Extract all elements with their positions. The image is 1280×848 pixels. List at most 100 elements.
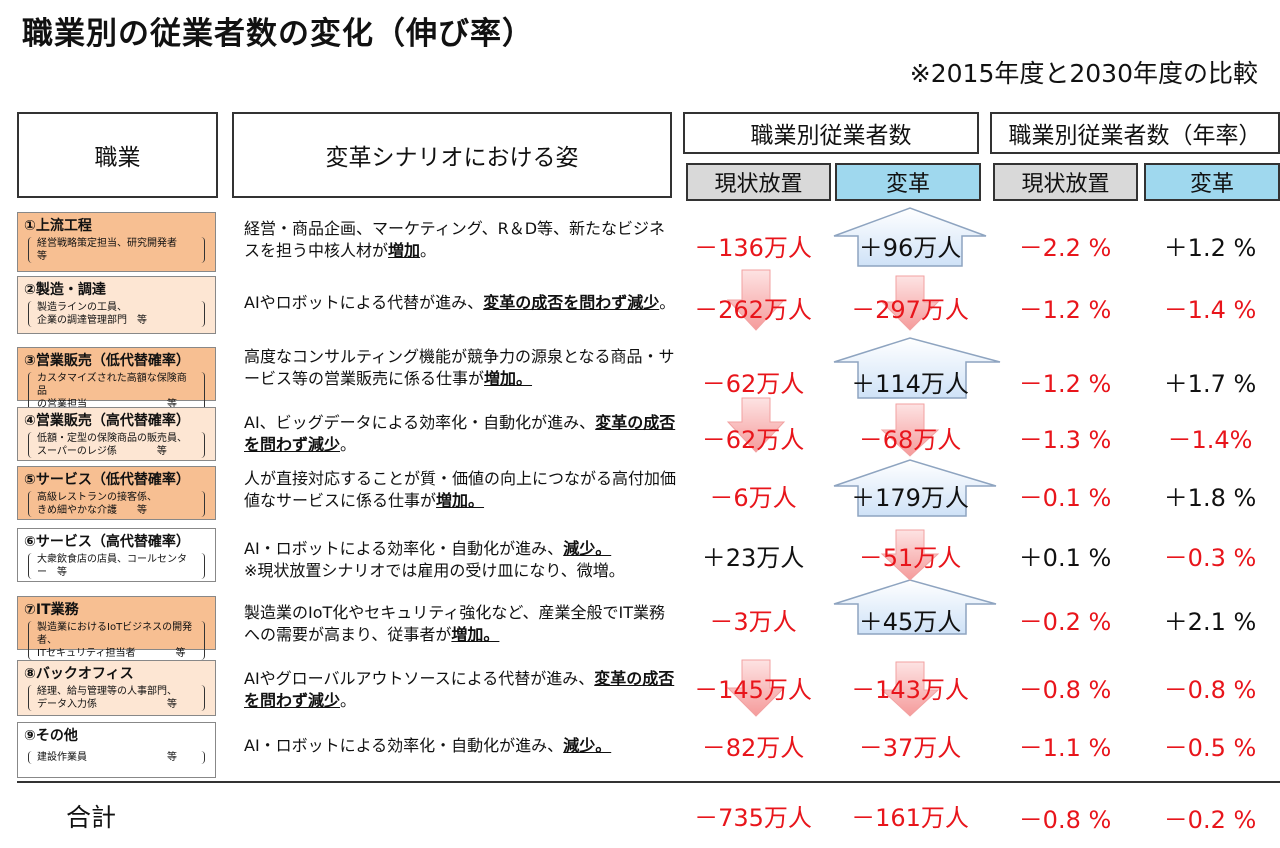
job-name: ⑧バックオフィス — [24, 666, 134, 682]
desc-tail: 。 — [340, 435, 357, 454]
job-label-service-low: ⑤サービス（低代替確率） 高級レストランの接客係、 きめ細やかな介護 等 — [17, 466, 216, 520]
scenario-desc: AIやグローバルアウトソースによる代替が進み、変革の成否を問わず減少。 — [244, 668, 676, 712]
status-quo-rate: ＋0.1 % — [1018, 544, 1112, 572]
reform-count: －68万人 — [858, 426, 962, 454]
reform-count: ＋114万人 — [851, 370, 969, 398]
desc-emphasis: 減少。 — [563, 736, 612, 755]
down-arrow-icon — [880, 661, 940, 717]
job-name: ⑥サービス（高代替確率） — [24, 534, 190, 550]
status-quo-count: －62万人 — [701, 370, 805, 398]
scenario-desc: 高度なコンサルティング機能が競争力の源泉となる商品・サービス等の営業販売に係る仕… — [244, 346, 676, 390]
job-name: ①上流工程 — [24, 218, 92, 234]
scenario-desc: AI、ビッグデータによる効率化・自動化が進み、変革の成否を問わず減少。 — [244, 412, 676, 456]
header-job: 職業 — [17, 112, 218, 198]
status-quo-count: －145万人 — [694, 676, 812, 704]
desc-text: AIやグローバルアウトソースによる代替が進み、 — [244, 669, 595, 688]
desc-text: AI・ロボットによる効率化・自動化が進み、 — [244, 539, 564, 558]
down-arrow-icon — [880, 403, 940, 457]
reform-rate: －0.3 % — [1163, 544, 1257, 572]
reform-rate: ＋2.1 % — [1163, 608, 1257, 636]
status-quo-rate: －1.2 % — [1018, 370, 1112, 398]
job-label-other: ⑨その他 建設作業員 等 — [17, 722, 216, 778]
scenario-desc: AI・ロボットによる効率化・自動化が進み、減少。 ※現状放置シナリオでは雇用の受… — [244, 538, 676, 582]
desc-text: 人が直接対応することが質・価値の向上につながる高付加価値なサービスに係る仕事が — [244, 469, 677, 510]
reform-count: －143万人 — [851, 676, 969, 704]
reform-rate: －1.4% — [1167, 426, 1253, 454]
job-label-back-office: ⑧バックオフィス 経理、給与管理等の人事部門、 データ入力係 等 — [17, 660, 216, 716]
desc-emphasis: 増加。 — [436, 491, 485, 510]
job-label-sales-high: ④営業販売（高代替確率） 低額・定型の保険商品の販売員、 スーパーのレジ係 等 — [17, 407, 216, 461]
job-examples: 建設作業員 等 — [28, 751, 205, 764]
comparison-note: ※2015年度と2030年度の比較 — [909, 59, 1258, 88]
status-quo-rate: －1.1 % — [1018, 734, 1112, 762]
status-quo-count: －62万人 — [701, 426, 805, 454]
job-name: ②製造・調達 — [24, 282, 106, 298]
desc-text: AI、ビッグデータによる効率化・自動化が進み、 — [244, 413, 596, 432]
job-examples: 大衆飲食店の店員、コールセンター 等 — [28, 553, 205, 579]
job-label-it: ⑦IT業務 製造業におけるIoTビジネスの開発者、 ITセキュリティ担当者 等 — [17, 596, 216, 660]
down-arrow-icon — [726, 659, 786, 717]
status-quo-count: －3万人 — [709, 608, 797, 636]
up-arrow-icon — [833, 459, 997, 517]
job-name: ⑤サービス（低代替確率） — [24, 472, 190, 488]
reform-rate: －1.4 % — [1163, 296, 1257, 324]
scenario-desc: 経営・商品企画、マーケティング、R＆D等、新たなビジネスを担う中核人材が増加。 — [244, 218, 676, 262]
job-name: ③営業販売（低代替確率） — [24, 353, 190, 369]
up-arrow-icon — [833, 207, 987, 267]
desc-tail: 。 — [659, 293, 676, 312]
status-quo-rate: －0.2 % — [1018, 608, 1112, 636]
scenario-desc: 製造業のIoT化やセキュリティ強化など、産業全般でIT業務への需要が高まり、従事… — [244, 602, 676, 646]
status-quo-rate: －0.8 % — [1018, 676, 1112, 704]
reform-count: ＋96万人 — [858, 234, 962, 262]
total-status-quo-count: －735万人 — [694, 804, 812, 832]
down-arrow-icon — [726, 269, 786, 331]
desc-text: AI・ロボットによる効率化・自動化が進み、 — [244, 736, 564, 755]
reform-count: －297万人 — [851, 296, 969, 324]
desc-text: 高度なコンサルティング機能が競争力の源泉となる商品・サービス等の営業販売に係る仕… — [244, 347, 675, 388]
desc-emphasis: 減少。 — [563, 539, 612, 558]
down-arrow-icon — [726, 397, 786, 453]
subheader-reform-rate: 変革 — [1144, 163, 1280, 201]
down-arrow-icon — [880, 529, 940, 581]
job-name: ⑦IT業務 — [24, 602, 79, 618]
job-label-manufacturing: ②製造・調達 製造ラインの工員、 企業の調達管理部門 等 — [17, 276, 216, 334]
job-examples: 高級レストランの接客係、 きめ細やかな介護 等 — [28, 491, 205, 517]
job-label-service-high: ⑥サービス（高代替確率） 大衆飲食店の店員、コールセンター 等 — [17, 528, 216, 582]
total-divider — [17, 781, 1280, 783]
status-quo-rate: －2.2 % — [1018, 234, 1112, 262]
subheader-status-quo-count: 現状放置 — [686, 163, 831, 201]
job-examples: 低額・定型の保険商品の販売員、 スーパーのレジ係 等 — [28, 432, 205, 458]
status-quo-rate: －1.3 % — [1018, 426, 1112, 454]
reform-count: ＋179万人 — [851, 484, 969, 512]
desc-text: AIやロボットによる代替が進み、 — [244, 293, 484, 312]
reform-rate: ＋1.7 % — [1163, 370, 1257, 398]
reform-rate: －0.5 % — [1163, 734, 1257, 762]
job-examples: 経理、給与管理等の人事部門、 データ入力係 等 — [28, 685, 205, 711]
total-status-quo-rate: －0.8 % — [1018, 806, 1112, 834]
status-quo-count: －262万人 — [694, 296, 812, 324]
reform-count: －51万人 — [858, 544, 962, 572]
page-title: 職業別の従業者数の変化（伸び率） — [22, 16, 534, 52]
desc-emphasis: 変革の成否を問わず減少 — [244, 669, 675, 710]
status-quo-rate: －0.1 % — [1018, 484, 1112, 512]
reform-count: －37万人 — [858, 734, 962, 762]
down-arrow-icon — [880, 275, 940, 331]
desc-emphasis: 増加。 — [484, 369, 533, 388]
job-examples: カスタマイズされた高額な保険商品 の営業担当 等 — [28, 372, 205, 411]
desc-tail: 。 — [420, 241, 437, 260]
status-quo-count: －136万人 — [694, 234, 812, 262]
desc-emphasis: 変革の成否を問わず減少 — [244, 413, 676, 454]
job-label-upstream: ①上流工程 経営戦略策定担当、研究開発者 等 — [17, 212, 216, 272]
scenario-desc: 人が直接対応することが質・価値の向上につながる高付加価値なサービスに係る仕事が増… — [244, 468, 676, 512]
desc-text: 製造業のIoT化やセキュリティ強化など、産業全般でIT業務への需要が高まり、従事… — [244, 603, 666, 644]
desc-emphasis: 増加 — [388, 241, 421, 260]
up-arrow-icon — [833, 579, 997, 635]
status-quo-rate: －1.2 % — [1018, 296, 1112, 324]
header-rate: 職業別従業者数（年率） — [990, 112, 1280, 154]
reform-count: ＋45万人 — [858, 608, 962, 636]
scenario-desc: AI・ロボットによる効率化・自動化が進み、減少。 — [244, 735, 676, 757]
reform-rate: ＋1.2 % — [1163, 234, 1257, 262]
subheader-status-quo-rate: 現状放置 — [993, 163, 1138, 201]
reform-rate: －0.8 % — [1163, 676, 1257, 704]
